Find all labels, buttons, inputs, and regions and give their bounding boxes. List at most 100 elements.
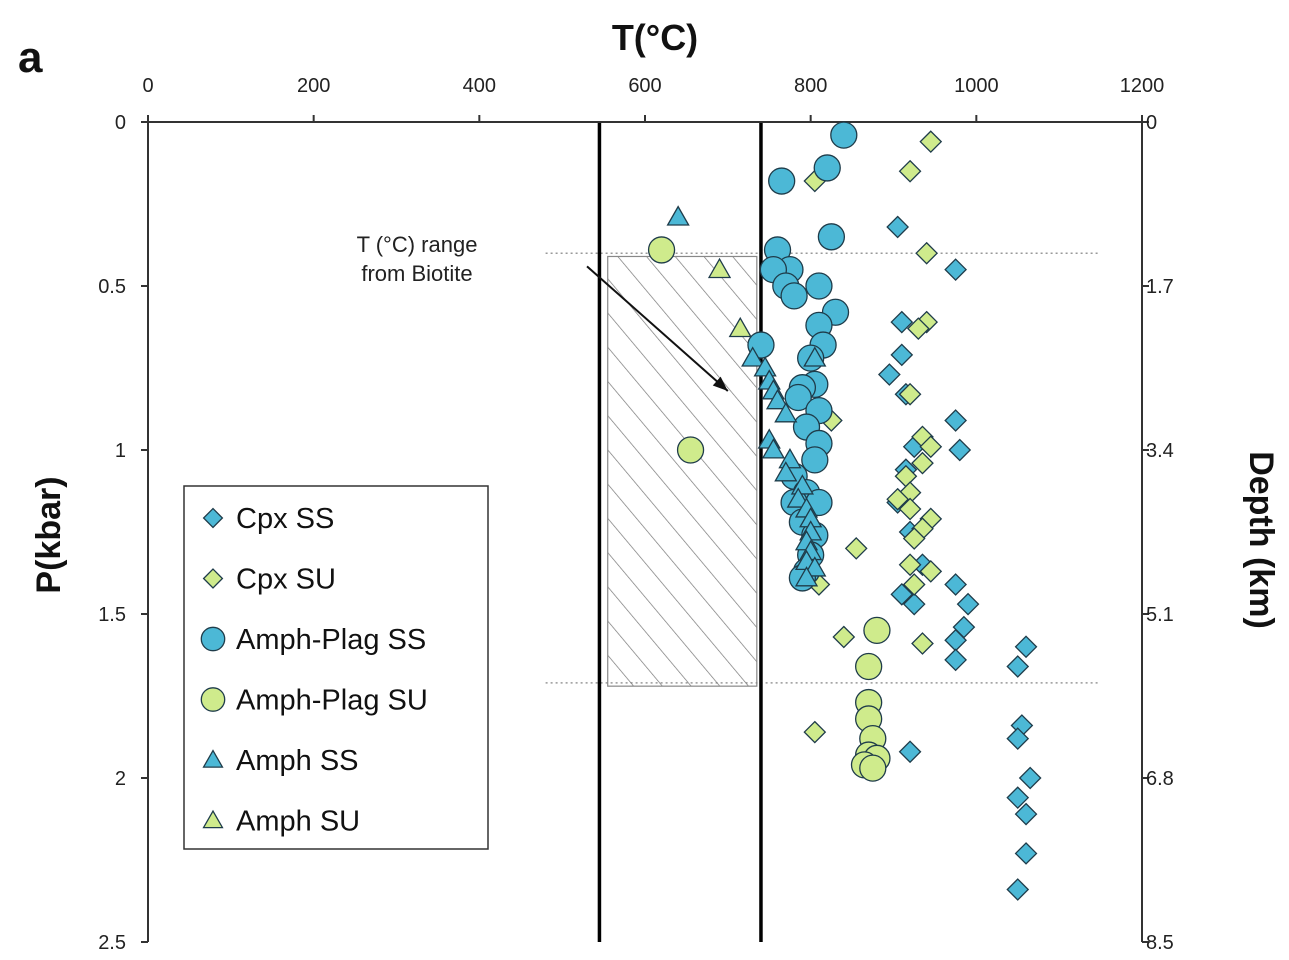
data-point	[813, 154, 841, 182]
data-point	[1014, 842, 1038, 865]
legend-label: Amph-Plag SS	[236, 624, 426, 656]
data-point	[902, 573, 926, 596]
data-point	[778, 448, 802, 469]
data-point	[805, 272, 833, 300]
x-tick-label: 1000	[954, 75, 999, 97]
legend-label: Amph-Plag SU	[236, 685, 428, 717]
data-point	[863, 616, 891, 645]
right-axis-label: Depth (km)	[1242, 451, 1280, 629]
data-point	[830, 121, 858, 149]
data-point	[906, 317, 930, 341]
series-amph-plag-su	[647, 236, 891, 782]
right-tick-label: 6.8	[1146, 768, 1174, 790]
data-point	[855, 652, 883, 681]
y-tick-label: 0	[115, 112, 126, 134]
data-point	[647, 236, 676, 264]
data-point	[728, 316, 752, 338]
legend-label: Cpx SS	[236, 503, 334, 535]
data-point	[911, 451, 934, 475]
y-tick-label: 2	[115, 768, 126, 790]
data-point	[919, 559, 943, 583]
annotation-arrow	[586, 265, 729, 392]
legend-marker	[202, 749, 224, 768]
data-point	[666, 205, 690, 226]
data-point	[1014, 802, 1038, 826]
data-point	[774, 402, 798, 423]
data-point	[803, 346, 827, 367]
data-point	[1006, 655, 1030, 678]
x-tick-label: 0	[142, 75, 153, 97]
legend-marker	[202, 568, 224, 589]
data-point	[741, 346, 765, 367]
legend-box	[183, 485, 489, 850]
data-point	[794, 566, 819, 587]
data-point	[948, 438, 972, 462]
data-point	[919, 130, 943, 154]
data-point	[944, 573, 967, 596]
legend-marker	[202, 507, 224, 529]
data-point	[761, 438, 786, 459]
data-point	[859, 754, 887, 782]
data-point	[786, 487, 810, 508]
data-point	[676, 436, 705, 464]
x-tick-label: 200	[297, 75, 330, 97]
legend-marker	[200, 687, 226, 712]
y-tick-label: 0.5	[98, 276, 126, 298]
data-point	[707, 257, 732, 279]
data-point	[801, 446, 829, 474]
series-amph-ss	[666, 205, 827, 587]
data-point	[890, 310, 914, 334]
data-point	[832, 625, 856, 649]
legend-marker	[200, 626, 226, 652]
data-point	[844, 537, 868, 560]
data-point	[902, 527, 926, 550]
data-point	[803, 720, 827, 744]
data-point	[898, 553, 922, 577]
series-amph-plag-ss	[747, 121, 858, 592]
top-axis-label: T(°C)	[612, 17, 698, 58]
data-point	[890, 582, 914, 606]
data-point	[877, 363, 901, 386]
right-tick-label: 0	[1146, 112, 1157, 134]
right-tick-label: 1.7	[1146, 276, 1174, 298]
series-cpx-ss	[877, 215, 1042, 901]
legend: Cpx SS Cpx SU Amph-Plag SS Amph-Plag SU Amph…	[183, 485, 489, 850]
data-point	[886, 215, 910, 239]
left-axis-label: P(kbar)	[30, 476, 68, 593]
data-point	[1006, 727, 1030, 751]
y-tick-label: 2.5	[98, 932, 126, 954]
annotation-text: T (°C) range	[357, 232, 478, 257]
x-tick-label: 400	[463, 75, 496, 97]
series-amph-su	[707, 257, 752, 338]
data-point	[898, 382, 922, 406]
legend-label: Amph SU	[236, 806, 360, 838]
data-point	[780, 282, 808, 310]
y-tick-label: 1.5	[98, 604, 126, 626]
annotation-arrowhead	[712, 376, 728, 391]
panel-label: a	[18, 33, 43, 82]
data-point	[898, 497, 922, 521]
data-point	[898, 159, 922, 183]
annotation-text: from Biotite	[361, 261, 472, 286]
data-point	[919, 435, 943, 459]
legend-label: Cpx SU	[236, 564, 336, 596]
y-tick-label: 1	[115, 440, 126, 462]
data-point	[803, 556, 827, 577]
data-point	[944, 648, 967, 672]
data-point	[944, 409, 967, 432]
right-tick-label: 5.1	[1146, 604, 1174, 626]
data-point	[915, 241, 939, 265]
data-point	[911, 632, 934, 655]
data-point	[898, 740, 922, 764]
right-tick-label: 8.5	[1146, 932, 1174, 954]
hatched-range	[607, 255, 758, 687]
right-tick-label: 3.4	[1146, 440, 1174, 462]
data-point	[1006, 878, 1030, 901]
data-point	[886, 487, 910, 511]
data-point	[890, 343, 914, 367]
biotite-range: T (°C) range from Biotite	[357, 122, 763, 942]
data-point	[956, 592, 980, 616]
data-point	[902, 592, 926, 616]
data-point	[944, 258, 967, 281]
